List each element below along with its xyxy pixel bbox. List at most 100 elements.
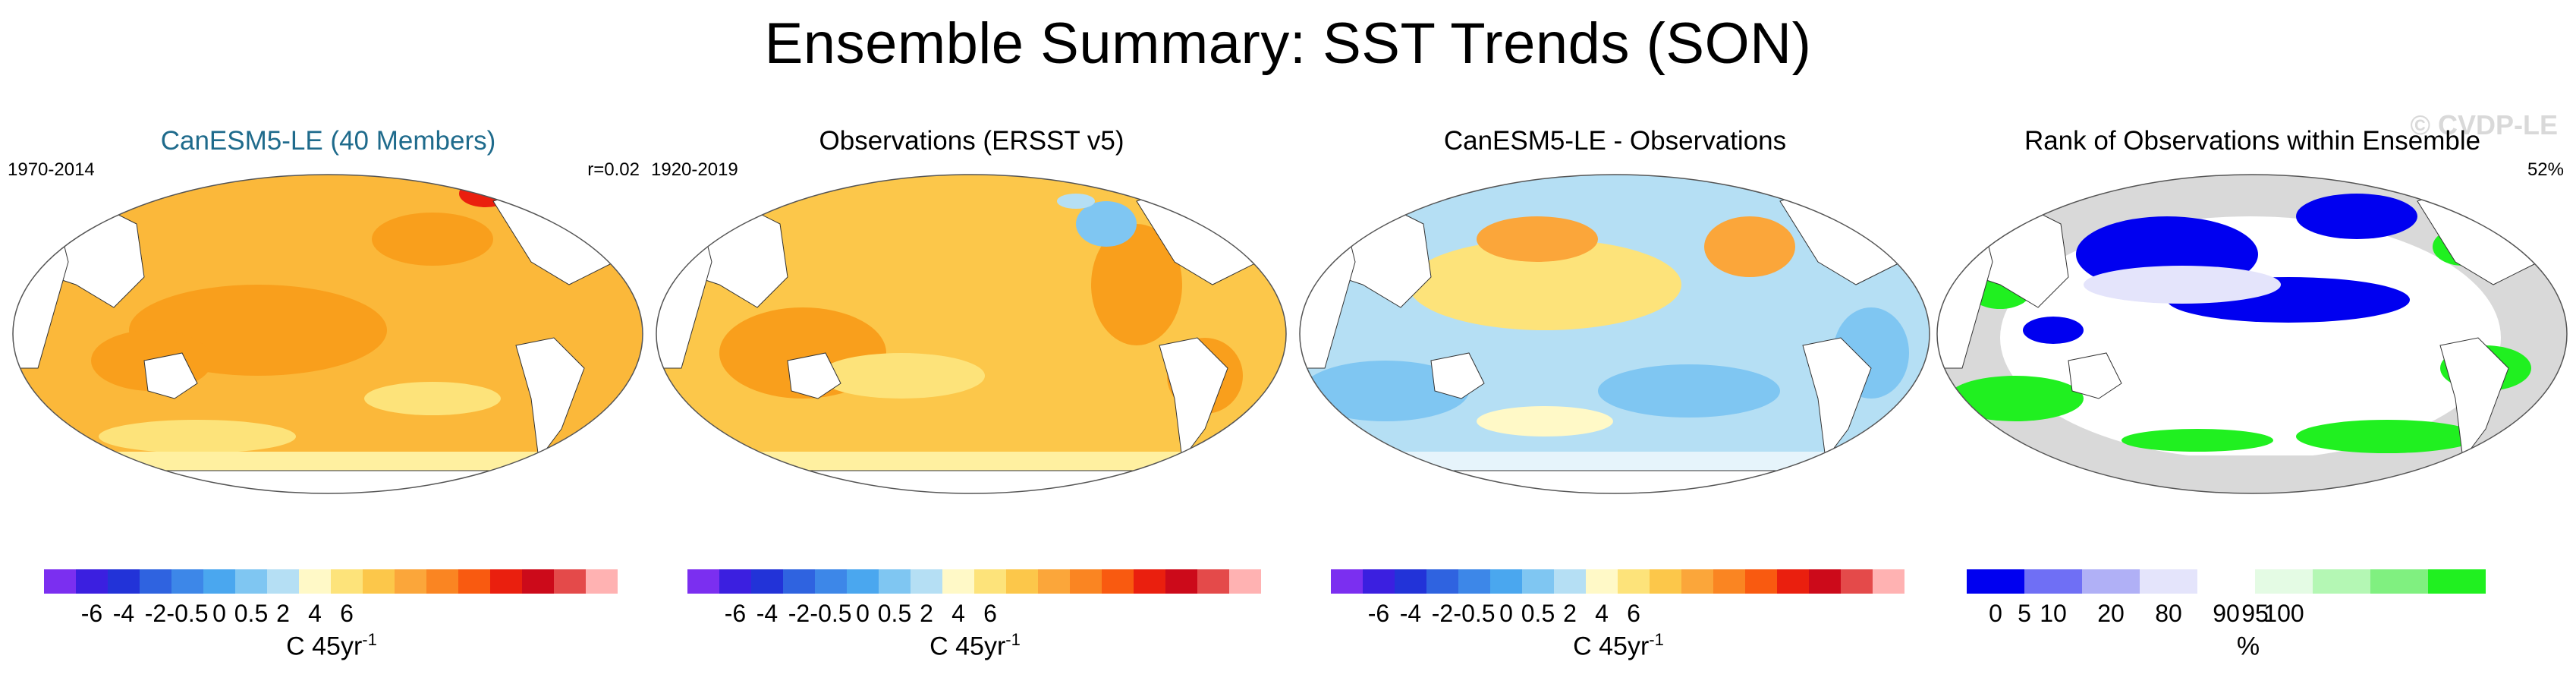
colorbar-swatch (1618, 569, 1650, 594)
colorbar-swatch (1745, 569, 1777, 594)
colorbar-swatch (458, 569, 490, 594)
colorbar-tick-label: 0.5 (877, 600, 912, 627)
colorbar-tick-label: 10 (2040, 600, 2067, 627)
colorbar-swatch (586, 569, 618, 594)
colorbar-swatch (1873, 569, 1904, 594)
colorbar-tick-label: 4 (951, 600, 965, 627)
colorbar-swatch (363, 569, 395, 594)
colorbar-tick-label: -2 (144, 600, 167, 627)
colorbar-tick-label: 80 (2155, 600, 2182, 627)
colorbar-swatch (942, 569, 974, 594)
colorbar-tick-label: -6 (80, 600, 103, 627)
colorbar-swatch (847, 569, 879, 594)
colorbar-swatch (1522, 569, 1554, 594)
colorbar-tick-label: 5 (2018, 600, 2031, 627)
colorbar (687, 569, 1261, 594)
panel-observations: Observations (ERSST v5) 1920-2019 -6 -4 -2… (651, 114, 1292, 679)
period-label: 1970-2014 (8, 159, 95, 180)
colorbar-unit: C 45yr-1 (1573, 630, 1664, 661)
colorbar-swatch (1967, 569, 2024, 594)
colorbar-swatch (2370, 569, 2428, 594)
colorbar-swatch (554, 569, 586, 594)
colorbar-tick-label: 6 (340, 600, 354, 627)
colorbar-swatch (1197, 569, 1229, 594)
panel-title: CanESM5-LE - Observations (1443, 126, 1787, 156)
colorbar-tick-label: 0 (212, 600, 226, 627)
colorbar-tick-label: 0.5 (1521, 600, 1555, 627)
colorbar-swatch (2313, 569, 2370, 594)
colorbar-tick-label: -6 (1367, 600, 1390, 627)
colorbar-tick-label: 0 (856, 600, 870, 627)
figure-title: Ensemble Summary: SST Trends (SON) (764, 11, 1812, 76)
colorbar-tick-label: 0 (1989, 600, 2002, 627)
colorbar-swatch (783, 569, 815, 594)
sst-trend-map (656, 174, 1287, 494)
colorbar-tick-label: 2 (1563, 600, 1577, 627)
panel-title: Rank of Observations within Ensemble (2024, 126, 2481, 156)
colorbar-tick-label: 90 (2213, 600, 2240, 627)
sst-trend-map (12, 174, 643, 494)
colorbar-swatch (815, 569, 847, 594)
colorbar-swatch (1490, 569, 1522, 594)
panel-rank: © CVDP-LE Rank of Observations within En… (1932, 109, 2573, 679)
colorbar-swatch (490, 569, 522, 594)
colorbar-swatch (879, 569, 911, 594)
colorbar-swatch (171, 569, 203, 594)
colorbar-ticks: 0 5 10 20 80 90 95 100 (1967, 600, 2486, 630)
colorbar-tick-label: 2 (276, 600, 290, 627)
colorbar-swatch (1395, 569, 1426, 594)
panel-canesm5-le: CanESM5-LE (40 Members) 1970-2014 r=0.02… (8, 114, 649, 679)
colorbar-unit: % (2236, 632, 2260, 661)
colorbar-swatch (2140, 569, 2197, 594)
colorbar-swatch (1006, 569, 1038, 594)
colorbar-tick-label: 0 (1499, 600, 1513, 627)
colorbar-swatch (2197, 569, 2255, 594)
colorbar-tick-label: -4 (112, 600, 135, 627)
colorbar-swatch (911, 569, 942, 594)
colorbar-tick-label: 4 (308, 600, 322, 627)
colorbar-swatch (687, 569, 719, 594)
colorbar-tick-label: 20 (2097, 600, 2125, 627)
colorbar-swatch (751, 569, 783, 594)
colorbar-tick-label: -0.5 (166, 600, 209, 627)
colorbar-unit: C 45yr-1 (286, 630, 377, 661)
colorbar-swatch (395, 569, 426, 594)
percent-label: 52% (2527, 159, 2564, 180)
colorbar-tick-label: -2 (1431, 600, 1454, 627)
colorbar-swatch (1426, 569, 1458, 594)
colorbar-swatch (331, 569, 363, 594)
watermark-text: © CVDP-LE (2410, 109, 2558, 140)
colorbar-ticks: -6 -4 -2 -0.5 0 0.5 2 4 6 (44, 600, 619, 630)
colorbar-swatch (974, 569, 1006, 594)
colorbar-tick-label: -0.5 (1453, 600, 1496, 627)
colorbar-swatch (1777, 569, 1809, 594)
colorbar-swatch (235, 569, 267, 594)
panel-title: CanESM5-LE (40 Members) (160, 126, 496, 156)
colorbar-tick-label: 100 (2263, 600, 2304, 627)
colorbar (44, 569, 618, 594)
colorbar-swatch (426, 569, 458, 594)
colorbar-tick-label: 6 (983, 600, 997, 627)
colorbar-swatch (719, 569, 751, 594)
colorbar-swatch (522, 569, 554, 594)
colorbar-swatch (1165, 569, 1197, 594)
colorbar-swatch (140, 569, 171, 594)
period-label: 1920-2019 (651, 159, 738, 180)
colorbar-swatch (1809, 569, 1841, 594)
colorbar (1967, 569, 2486, 594)
sst-difference-map (1299, 174, 1930, 494)
colorbar-swatch (1134, 569, 1165, 594)
colorbar-swatch (1458, 569, 1490, 594)
colorbar-tick-label: -4 (756, 600, 778, 627)
colorbar-swatch (108, 569, 140, 594)
colorbar-ticks: -6 -4 -2 -0.5 0 0.5 2 4 6 (1331, 600, 1906, 630)
colorbar-unit: C 45yr-1 (929, 630, 1021, 661)
rank-map (1936, 174, 2568, 494)
colorbar-swatch (2082, 569, 2140, 594)
colorbar-tick-label: -0.5 (810, 600, 852, 627)
colorbar-swatch (1681, 569, 1713, 594)
panel-title: Observations (ERSST v5) (819, 126, 1124, 156)
colorbar-swatch (2024, 569, 2082, 594)
colorbar-tick-label: 95 (2241, 600, 2269, 627)
colorbar-swatch (1038, 569, 1070, 594)
